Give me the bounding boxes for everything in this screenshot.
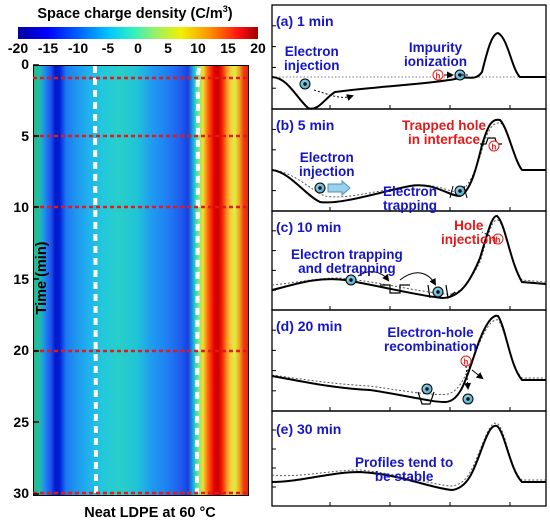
svg-text:h: h — [464, 358, 469, 367]
colorbar-title: Space charge density (C/m3) — [37, 4, 233, 22]
profile-c — [271, 215, 547, 300]
y-axis-ticks — [33, 64, 39, 495]
colorbar-tick-label: 5 — [164, 40, 172, 56]
y-tick-label: 5 — [21, 127, 29, 144]
y-axis-label: Time (min) — [34, 241, 50, 315]
hole-b: h — [488, 140, 500, 152]
colorbar-tick-label: -5 — [101, 40, 115, 56]
panel-c-annotation-2: Electron trapping and detrapping — [291, 247, 403, 276]
panel-b-annotation-3: Electron trapping — [383, 184, 438, 213]
electron-b1 — [314, 182, 326, 194]
white-guide-line-left — [93, 65, 98, 494]
profile-e — [271, 424, 546, 492]
y-tick-label: 25 — [13, 413, 29, 430]
y-tick-label: 20 — [13, 342, 29, 358]
y-tick-label: 15 — [13, 270, 29, 287]
hole-c: h — [492, 233, 504, 245]
colorbar-tick-label: 20 — [250, 40, 266, 56]
y-tick-label: 0 — [21, 56, 29, 72]
y-tick-label: 10 — [13, 199, 29, 215]
panel-e-frame — [271, 410, 547, 507]
panel-d-annotation-1: Electron-hole recombination — [384, 325, 478, 354]
profile-a — [271, 31, 546, 110]
colorbar-tick-label: -20 — [7, 40, 29, 56]
panel-c-annotation-1: Hole injection — [441, 218, 497, 247]
colorbar — [18, 27, 258, 39]
electron-b2 — [454, 185, 466, 197]
electron-a1 — [299, 78, 311, 90]
profile-d — [271, 314, 546, 404]
electron-d1 — [421, 383, 433, 395]
electron-c1 — [345, 274, 357, 286]
svg-text:h: h — [492, 143, 497, 152]
profile-panels: h h h h — [271, 4, 547, 507]
panel-d-label: (d) 20 min — [276, 318, 343, 334]
colorbar-tick-label: 10 — [190, 40, 206, 56]
hole-d: h — [460, 355, 472, 367]
colorbar-tick-label: -15 — [37, 40, 59, 56]
svg-text:h: h — [496, 236, 501, 245]
panel-e-annotation-1: Profiles tend to be stable — [355, 455, 454, 484]
electron-c2 — [432, 286, 444, 298]
panel-a-annotation-2: Impurity ionization — [404, 40, 467, 69]
svg-text:h: h — [436, 72, 441, 81]
white-guide-line-right — [195, 67, 201, 494]
colorbar-tick-label: -10 — [67, 40, 89, 56]
colorbar-tick-label: 15 — [220, 40, 236, 56]
panel-a-label: (a) 1 min — [276, 13, 334, 29]
panel-ticks — [272, 25, 511, 506]
x-caption: Neat LDPE at 60 °C — [84, 505, 216, 521]
panel-c-label: (c) 10 min — [276, 219, 342, 235]
colorbar-tick-label: 0 — [134, 40, 142, 56]
panel-e-label: (e) 30 min — [276, 421, 342, 437]
panel-b-label: (b) 5 min — [276, 117, 335, 133]
y-tick-label: 30 — [13, 485, 29, 501]
hole-a: h — [432, 69, 444, 81]
electron-d2 — [462, 393, 474, 405]
heatmap-overlay — [33, 64, 247, 495]
panel-b-annotation-1: Trapped hole in interface — [402, 118, 487, 147]
panel-a-annotation-1: Electron injection — [284, 44, 340, 73]
panel-b-annotation-2: Electron injection — [299, 150, 355, 179]
